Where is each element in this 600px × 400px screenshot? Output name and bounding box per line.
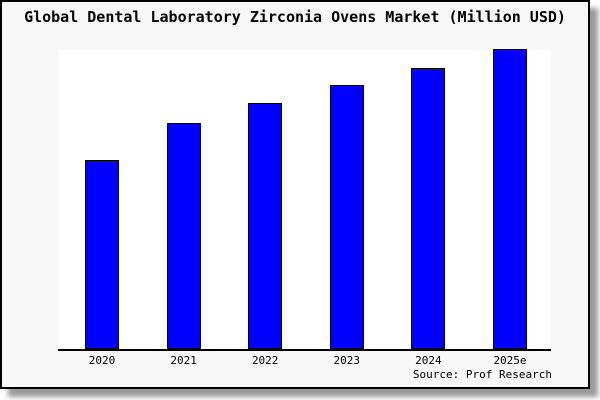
bar-2022 [248, 103, 283, 349]
x-tick-label-2022: 2022 [251, 354, 279, 367]
source-credit: Source: Prof Research [412, 368, 552, 381]
plot-area [58, 49, 551, 351]
bar-2021 [166, 123, 201, 349]
x-tick-label-2024: 2024 [415, 354, 442, 367]
x-tick-label-2020: 2020 [88, 354, 116, 367]
bar-2023 [329, 85, 364, 349]
x-tick-label-2025e: 2025e [493, 354, 527, 367]
bar-2024 [411, 68, 446, 349]
bar-2020 [85, 160, 119, 349]
bar-2025e [493, 49, 527, 349]
chart-card: Global Dental Laboratory Zirconia Ovens … [0, 0, 590, 389]
chart-title: Global Dental Laboratory Zirconia Ovens … [24, 8, 566, 26]
x-tick-label-2023: 2023 [333, 354, 361, 367]
x-tick-label-2021: 2021 [170, 354, 197, 367]
